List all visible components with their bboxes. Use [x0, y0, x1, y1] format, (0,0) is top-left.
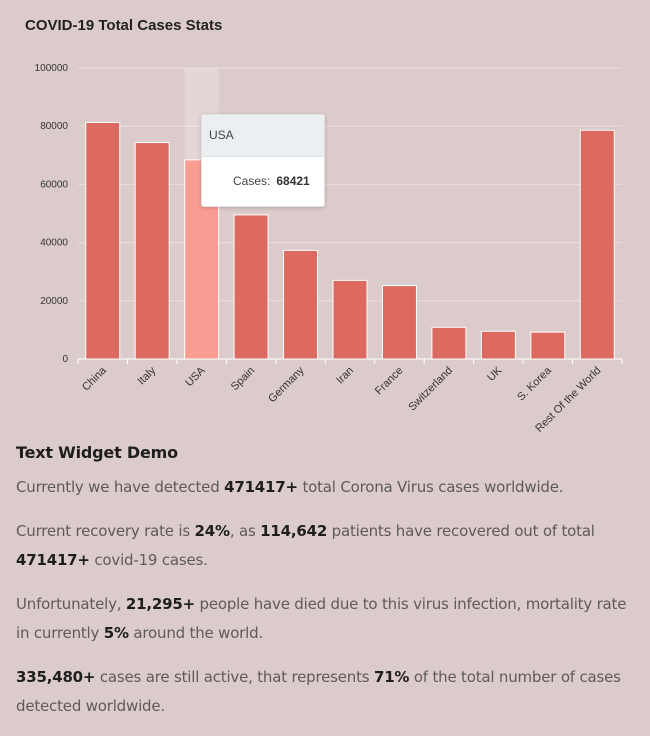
text-widget: Text Widget Demo Currently we have detec…	[16, 442, 636, 736]
x-tick-label: France	[373, 365, 406, 398]
text-span: Currently we have detected	[16, 478, 225, 496]
y-tick-label: 0	[62, 354, 68, 365]
active-percent-value: 71%	[373, 668, 410, 686]
x-tick-label: UK	[485, 364, 505, 384]
total-cases-value: 471417+	[224, 478, 298, 496]
text-span: patients have recovered out of total	[327, 522, 595, 540]
bar-switzerland	[431, 326, 467, 360]
x-tick-label: Switzerland	[406, 365, 455, 414]
mortality-rate-value: 5%	[103, 624, 129, 642]
tooltip-title: USA	[202, 115, 324, 157]
x-tick-label: Iran	[334, 365, 356, 387]
bar-s-korea	[530, 331, 566, 360]
y-tick-label: 40000	[40, 238, 68, 249]
text-span: covid-19 cases.	[89, 551, 208, 569]
bar-spain	[233, 214, 269, 360]
y-tick-label: 20000	[40, 296, 68, 307]
chart-tooltip: USA Cases: 68421	[201, 114, 325, 207]
bar-italy	[134, 142, 170, 360]
text-span: people have died due to this virus infec…	[16, 595, 627, 642]
tooltip-body: Cases: 68421	[202, 157, 324, 188]
text-span: , as	[229, 522, 261, 540]
y-tick-label: 60000	[40, 179, 68, 190]
paragraph-detected: Currently we have detected 471417+ total…	[16, 473, 636, 502]
text-span: cases are still active, that represents	[95, 668, 374, 686]
x-tick-label: Italy	[136, 364, 159, 387]
x-tick-label: China	[80, 364, 109, 393]
total-cases-value: 471417+	[16, 551, 90, 569]
text-span: around the world.	[128, 624, 263, 642]
bar-uk	[480, 330, 516, 360]
active-cases-value: 335,480+	[16, 668, 96, 686]
paragraph-recovery: Current recovery rate is 24%, as 114,642…	[16, 517, 636, 575]
bar-rest-of-the-world	[579, 129, 615, 360]
text-span: of the total number of cases detected wo…	[16, 668, 621, 715]
text-span: total Corona Virus cases worldwide.	[297, 478, 564, 496]
bar-china	[85, 121, 121, 360]
paragraph-deaths: Unfortunately, 21,295+ people have died …	[16, 590, 636, 648]
bar-germany	[283, 249, 319, 360]
bar-france	[381, 285, 417, 360]
y-tick-label: 100000	[35, 63, 69, 74]
x-tick-label: S. Korea	[515, 364, 554, 403]
tooltip-label: Cases:	[233, 174, 271, 188]
widget-heading: Text Widget Demo	[16, 443, 178, 462]
paragraph-active: 335,480+ cases are still active, that re…	[16, 663, 636, 721]
x-tick-label: USA	[183, 364, 208, 389]
text-span: Unfortunately,	[16, 595, 126, 613]
chart-title: COVID-19 Total Cases Stats	[25, 17, 223, 34]
recovered-count-value: 114,642	[260, 522, 328, 540]
recovery-rate-value: 24%	[194, 522, 231, 540]
x-tick-label: Spain	[229, 365, 257, 393]
y-tick-label: 80000	[40, 121, 68, 132]
x-tick-label: Germany	[266, 364, 307, 405]
bar-iran	[332, 279, 368, 360]
bar-chart: 0 20000 40000 60000 80000 100000 China Italy USA…	[35, 63, 623, 435]
tooltip-value: 68421	[276, 174, 310, 188]
deaths-value: 21,295+	[125, 595, 195, 613]
text-span: Current recovery rate is	[16, 522, 195, 540]
